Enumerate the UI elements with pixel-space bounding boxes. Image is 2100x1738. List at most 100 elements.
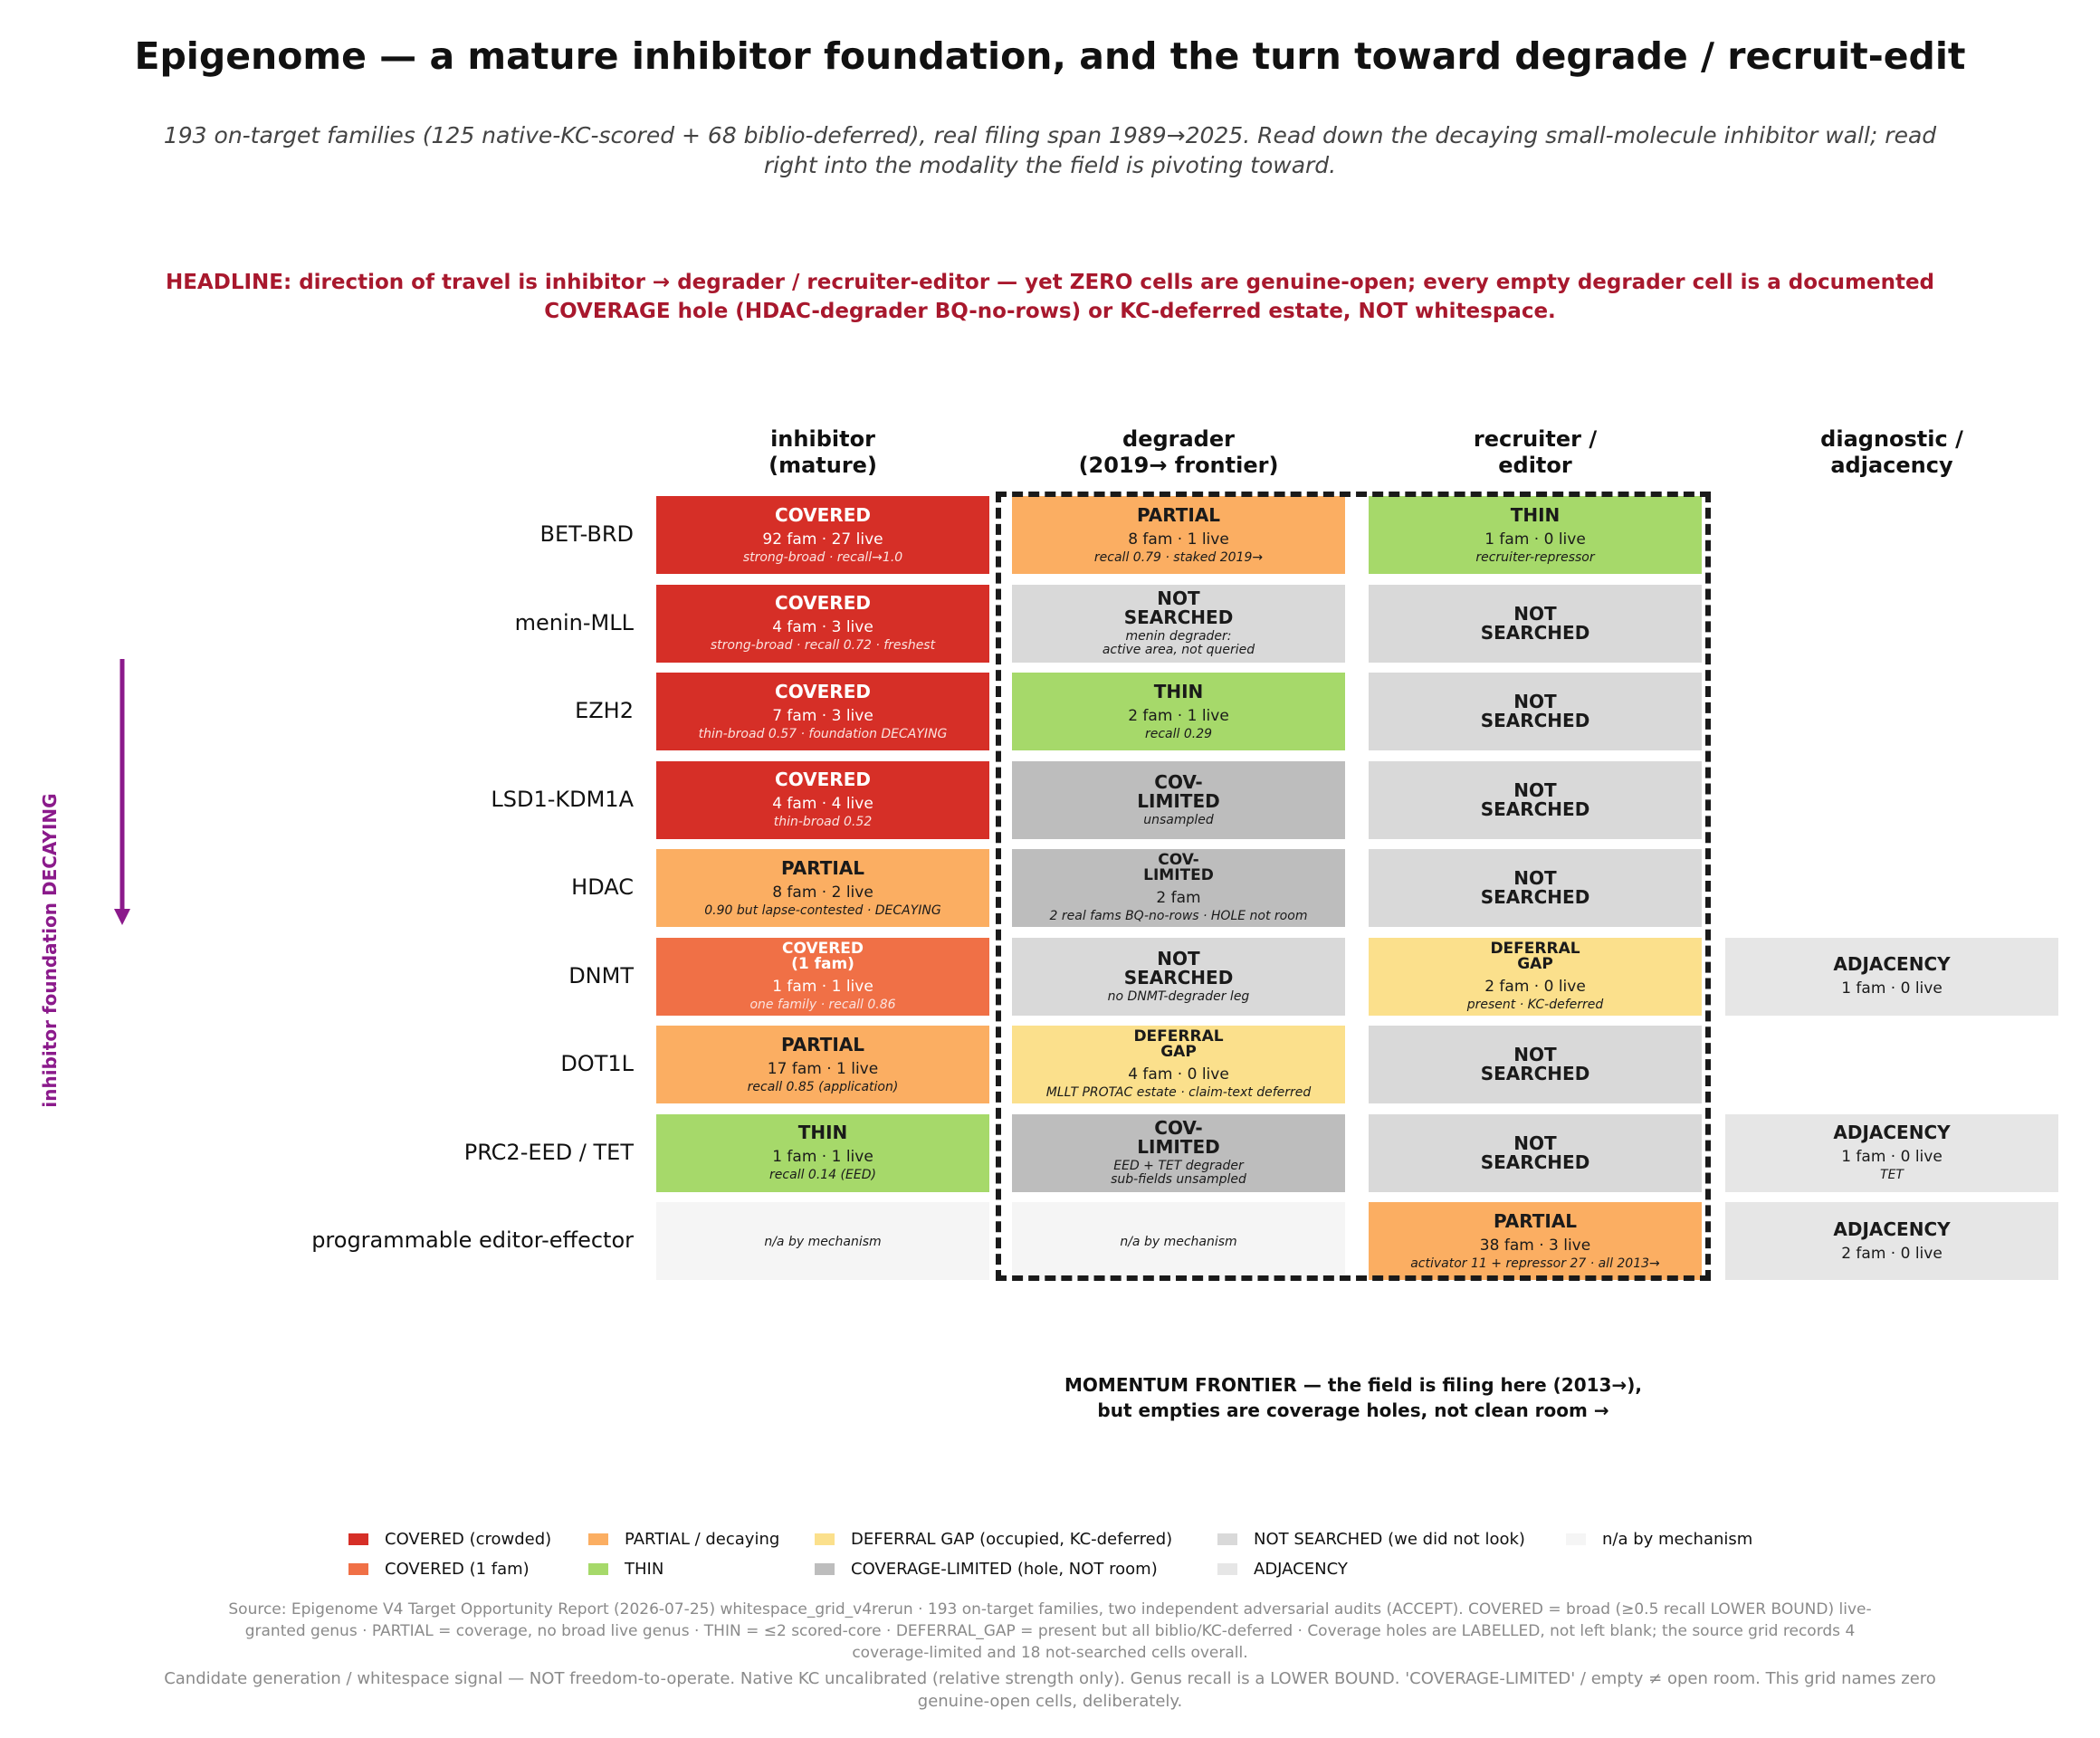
- cell-note: n/a by mechanism: [764, 1235, 882, 1249]
- cell-counts: 2 fam · 0 live: [1484, 977, 1586, 996]
- legend-label: COVERED (1 fam): [385, 1560, 530, 1579]
- momentum-line: but empties are coverage holes, not clea…: [1097, 1399, 1609, 1421]
- cell-status: SEARCHED: [1480, 1063, 1590, 1084]
- grid-cell-na: n/a by mechanism: [656, 1202, 989, 1280]
- cell-note: strong-broad · recall→1.0: [742, 549, 903, 565]
- grid-cell-not-searched: NOT SEARCHED: [1369, 584, 1702, 663]
- cell-counts: 4 fam · 3 live: [772, 618, 873, 636]
- legend-label: COVERAGE-LIMITED (hole, NOT room): [851, 1560, 1158, 1579]
- cell-note: activator 11 + repressor 27 · all 2013→: [1410, 1256, 1660, 1271]
- cell-status: LIMITED: [1137, 1136, 1220, 1158]
- legend-item-partial: PARTIAL / decaying: [588, 1530, 779, 1549]
- legend-swatch: [348, 1563, 368, 1575]
- cell-status: PARTIAL: [1136, 503, 1221, 526]
- grid-cell-covered: COVERED 4 fam · 4 live thin-broad 0.52: [656, 760, 989, 839]
- momentum-frontier-box: [996, 492, 1711, 1281]
- cell-status: NOT: [1513, 602, 1557, 625]
- cell-status: COVERED: [775, 592, 871, 614]
- cell-counts: 1 fam · 1 live: [772, 977, 873, 996]
- cell-counts: 8 fam · 2 live: [772, 883, 873, 902]
- column-header-line: degrader: [1122, 426, 1235, 452]
- grid-cell-partial: PARTIAL 38 fam · 3 live activator 11 + rep…: [1369, 1202, 1702, 1280]
- grid-cell-not-searched: NOT SEARCHED: [1369, 1113, 1702, 1192]
- cell-note: recall 0.79 · staked 2019→: [1093, 549, 1264, 565]
- grid-cell-partial: PARTIAL 8 fam · 2 live 0.90 but lapse-cont…: [656, 849, 989, 927]
- cell-counts: 17 fam · 1 live: [767, 1059, 879, 1078]
- grid-cell-not-searched: NOT SEARCHED: [1369, 1026, 1702, 1103]
- disclaimer: Candidate generation / whitespace signal…: [100, 1667, 2000, 1713]
- headline: HEADLINE: direction of travel is inhibit…: [118, 268, 1982, 326]
- grid-cell-deferral-gap: DEFERRAL GAP 2 fam · 0 live present · KC-de…: [1369, 937, 1702, 1016]
- cell-status: COVERED: [775, 769, 871, 790]
- legend-item-deferral-gap: DEFERRAL GAP (occupied, KC-deferred): [815, 1530, 1172, 1549]
- headline-line: HEADLINE: direction of travel is inhibit…: [165, 271, 1935, 294]
- cell-status: PARTIAL: [1493, 1209, 1578, 1232]
- cell-counts: 7 fam · 3 live: [772, 706, 873, 725]
- cell-counts: 1 fam · 0 live: [1841, 1148, 1942, 1166]
- disclaimer-line: genuine-open cells, deliberately.: [917, 1692, 1183, 1711]
- cell-counts: 4 fam · 0 live: [1128, 1065, 1229, 1084]
- row-label: LSD1-KDM1A: [491, 786, 634, 812]
- grid-cell-covered: COVERED 4 fam · 3 live strong-broad · reca…: [656, 584, 989, 663]
- row-label: EZH2: [575, 698, 634, 723]
- cell-note: active area, not queried: [1102, 643, 1255, 657]
- headline-line: COVERAGE hole (HDAC-degrader BQ-no-rows)…: [544, 300, 1556, 323]
- cell-note: 2 real fams BQ-no-rows · HOLE not room: [1049, 909, 1308, 923]
- column-header-line: adjacency: [1830, 453, 1953, 478]
- cell-counts: 2 fam · 0 live: [1841, 1244, 1942, 1263]
- legend: COVERED (crowded) COVERED (1 fam) PARTIAL …: [0, 1530, 2100, 1584]
- grid-cell-partial: PARTIAL 17 fam · 1 live recall 0.85 (appli…: [656, 1026, 989, 1103]
- grid-cell-not-searched: NOT SEARCHED menin degrader: active area, n…: [1012, 584, 1345, 663]
- column-header-inhibitor: inhibitor (mature): [655, 426, 990, 479]
- grid-cell-adjacency: ADJACENCY 1 fam · 0 live: [1725, 937, 2058, 1016]
- cell-counts: 2 fam · 1 live: [1128, 706, 1229, 725]
- legend-swatch: [588, 1533, 608, 1545]
- grid-cell-na: n/a by mechanism: [1012, 1202, 1345, 1280]
- cell-counts: 38 fam · 3 live: [1479, 1236, 1591, 1255]
- cell-note: recall 0.14 (EED): [769, 1168, 876, 1182]
- legend-label: DEFERRAL GAP (occupied, KC-deferred): [851, 1530, 1173, 1549]
- cell-note: strong-broad · recall 0.72 · freshest: [710, 638, 936, 653]
- grid-cell-thin: THIN 1 fam · 0 live recruiter-repressor: [1369, 496, 1702, 574]
- disclaimer-line: Candidate generation / whitespace signal…: [164, 1669, 1936, 1688]
- cell-status: NOT: [1513, 691, 1557, 712]
- cell-status: GAP: [1160, 1043, 1197, 1061]
- column-header-degrader: degrader (2019→ frontier): [1011, 426, 1346, 479]
- cell-status: COV-: [1154, 1117, 1203, 1139]
- cell-status: NOT: [1157, 947, 1200, 969]
- cell-counts: 92 fam · 27 live: [762, 530, 883, 549]
- cell-status: NOT: [1157, 587, 1200, 609]
- cell-status: SEARCHED: [1480, 710, 1590, 731]
- legend-item-adjacency: ADJACENCY: [1217, 1560, 1348, 1579]
- cell-note: recall 0.29: [1144, 726, 1213, 741]
- legend-item-not-searched: NOT SEARCHED (we did not look): [1217, 1530, 1525, 1549]
- source-line: granted genus · PARTIAL = coverage, no b…: [244, 1622, 1856, 1640]
- legend-swatch: [1217, 1563, 1237, 1575]
- cell-status: LIMITED: [1143, 866, 1214, 884]
- row-label: programmable editor-effector: [311, 1227, 634, 1253]
- column-header-line: diagnostic /: [1820, 426, 1963, 452]
- cell-status: DEFERRAL: [1133, 1027, 1224, 1046]
- cell-status: GAP: [1517, 954, 1553, 973]
- row-label: menin-MLL: [514, 609, 634, 635]
- legend-swatch: [815, 1533, 835, 1545]
- cell-note: thin-broad 0.57 · foundation DECAYING: [698, 726, 948, 741]
- cell-status: SEARCHED: [1480, 1151, 1590, 1173]
- cell-status: COVERED: [775, 680, 871, 702]
- cell-status: THIN: [1510, 503, 1561, 526]
- cell-note: unsampled: [1143, 812, 1214, 827]
- source-note: Source: Epigenome V4 Target Opportunity …: [127, 1599, 1973, 1664]
- chart-subtitle: 193 on-target families (125 native-KC-sc…: [145, 120, 1955, 180]
- cell-counts: 8 fam · 1 live: [1128, 530, 1229, 549]
- cell-note: EED + TET degrader: [1113, 1159, 1244, 1173]
- column-header-recruiter: recruiter / editor: [1368, 426, 1703, 479]
- momentum-line: MOMENTUM FRONTIER — the field is filing …: [1064, 1374, 1642, 1396]
- cell-note: 0.90 but lapse-contested · DECAYING: [704, 902, 941, 918]
- column-header-diagnostic: diagnostic / adjacency: [1724, 426, 2059, 479]
- grid-cell-deferral-gap: DEFERRAL GAP 4 fam · 0 live MLLT PROTAC est…: [1012, 1026, 1345, 1103]
- cell-status: PARTIAL: [780, 1033, 865, 1055]
- cell-status: SEARCHED: [1123, 966, 1234, 988]
- cell-status: SEARCHED: [1123, 606, 1234, 628]
- column-header-line: (2019→ frontier): [1078, 453, 1279, 478]
- row-label: BET-BRD: [539, 521, 634, 547]
